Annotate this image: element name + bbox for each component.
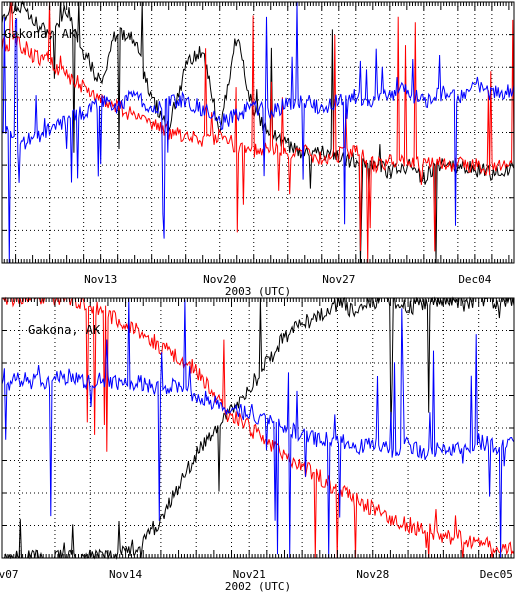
x-tick-label: Nov28 xyxy=(356,568,389,581)
x-tick-label: Nov14 xyxy=(109,568,142,581)
series-line-2 xyxy=(1,297,515,559)
x-tick-label: Nov21 xyxy=(233,568,266,581)
x-tick-label: Dec04 xyxy=(458,273,491,286)
x-axis-label: 2003 (UTC) xyxy=(225,285,291,298)
x-tick-label: Nov27 xyxy=(322,273,355,286)
site-label: Gakona, AK xyxy=(4,27,77,41)
x-tick-label: Nov07 xyxy=(0,568,19,581)
site-label: Gakona, AK xyxy=(28,323,101,337)
series-line-1 xyxy=(1,1,515,264)
x-tick-label: Nov13 xyxy=(84,273,117,286)
x-axis-label: 2002 (UTC) xyxy=(225,580,291,592)
x-tick-label: Nov20 xyxy=(203,273,236,286)
x-tick-label: Dec05 xyxy=(480,568,513,581)
panel-2002: Nov07 Nov14 Nov21 Nov28 Dec05 2002 (UTC) Gakon… xyxy=(0,296,515,592)
panel-2003: Nov13 Nov20 Nov27 Dec04 2003 (UTC) Gakona, AK xyxy=(1,0,515,298)
series-line-2 xyxy=(1,1,515,264)
